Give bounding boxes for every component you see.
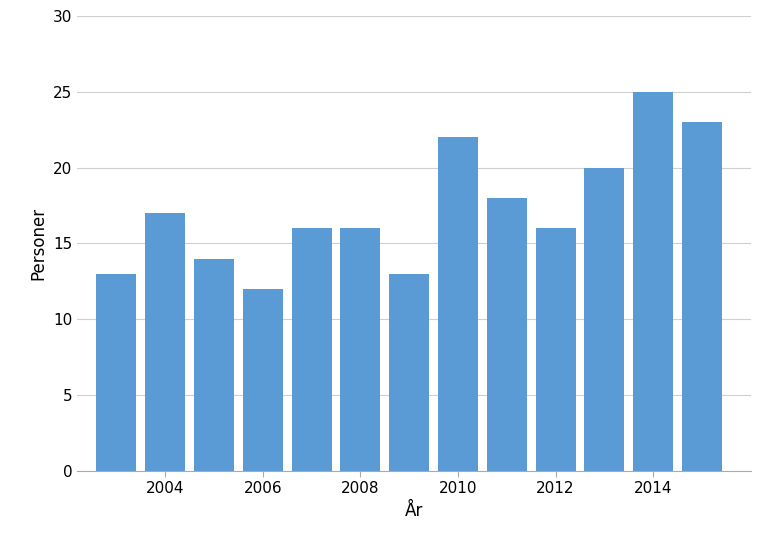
X-axis label: År: År bbox=[405, 502, 423, 520]
Bar bbox=[146, 213, 185, 471]
Bar bbox=[536, 228, 576, 471]
Y-axis label: Personer: Personer bbox=[29, 207, 48, 280]
Bar bbox=[194, 258, 234, 471]
Bar bbox=[292, 228, 331, 471]
Bar bbox=[97, 274, 136, 471]
Bar bbox=[243, 289, 283, 471]
Bar bbox=[487, 198, 527, 471]
Bar bbox=[682, 122, 722, 471]
Bar bbox=[633, 92, 673, 471]
Bar bbox=[438, 137, 478, 471]
Bar bbox=[341, 228, 381, 471]
Bar bbox=[389, 274, 430, 471]
Bar bbox=[584, 167, 625, 471]
